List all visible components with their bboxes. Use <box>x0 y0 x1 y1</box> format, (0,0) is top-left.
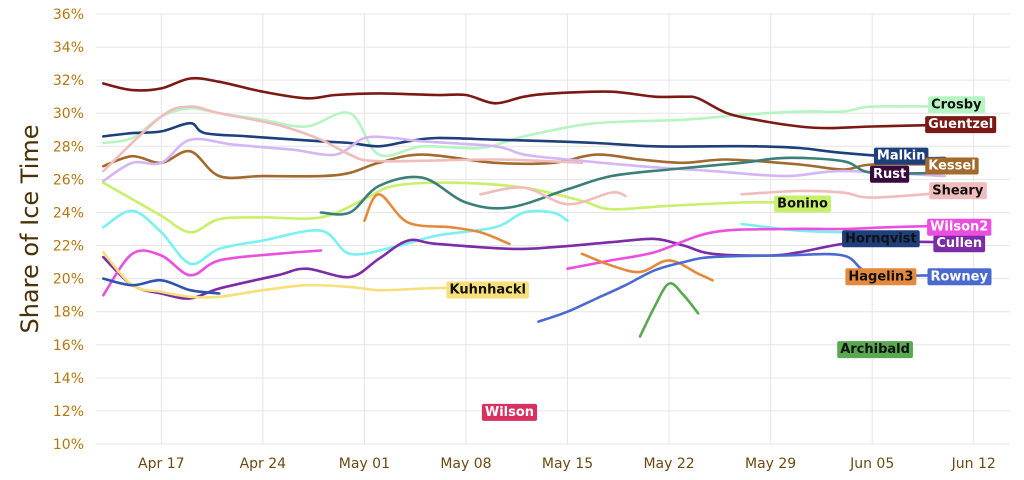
series-label-bg-bonino <box>774 195 831 213</box>
series-line-sheary <box>102 105 584 173</box>
series-label-bg-malkin <box>873 147 929 165</box>
y-tick-label: 22% <box>53 239 84 255</box>
series-label-kessel: Kessel <box>928 159 975 174</box>
x-tick-label: May 22 <box>643 456 694 472</box>
series-label-bg-guentzel <box>925 116 997 134</box>
series-label-hagelin3: Hagelin3 <box>848 269 913 284</box>
series-line-rust <box>102 135 946 183</box>
series-label-bg-sheary <box>929 182 987 200</box>
y-axis-label: Share of Ice Time <box>16 124 44 333</box>
series-label-bg-cullen <box>933 235 986 253</box>
series-label-bg-rust <box>869 165 910 183</box>
series-label-bg-hornqvist <box>842 230 920 248</box>
x-tick-label: Apr 24 <box>240 456 287 472</box>
x-tick-label: Jun 05 <box>849 456 894 472</box>
series-label-bg-kuhnhackl <box>446 281 529 299</box>
x-tick-label: May 01 <box>339 456 390 472</box>
x-tick-label: Apr 17 <box>138 456 184 472</box>
y-tick-label: 24% <box>53 205 84 221</box>
series-label-bonino: Bonino <box>777 197 828 212</box>
series-label-bg-wilson2 <box>927 218 992 236</box>
y-tick-label: 34% <box>53 40 84 56</box>
series-line-hagelin2 <box>580 252 714 282</box>
series-line-wilson <box>102 249 323 297</box>
series-label-malkin: Malkin <box>877 149 926 164</box>
x-tick-label: May 29 <box>745 456 796 472</box>
y-tick-label: 36% <box>53 7 84 23</box>
series-label-sheary: Sheary <box>932 183 984 198</box>
series-label-wilson: Wilson <box>485 405 534 420</box>
series-label-bg-crosby <box>928 96 986 114</box>
x-tick-label: May 15 <box>542 456 593 472</box>
series-label-rowney: Rowney <box>930 269 988 284</box>
series-line-crosby <box>102 104 946 158</box>
series-label-kuhnhackl: Kuhnhackl <box>449 283 525 298</box>
series-label-rust: Rust <box>873 167 906 182</box>
series-line-teal <box>319 156 946 216</box>
y-tick-label: 30% <box>53 106 84 122</box>
x-tick-label: May 08 <box>440 456 491 472</box>
series-label-bg-kessel <box>925 157 979 175</box>
series-line-kuhnhackl <box>102 250 482 299</box>
y-tick-label: 28% <box>53 139 84 155</box>
series-line-archibald <box>638 282 700 338</box>
y-tick-label: 12% <box>53 404 84 420</box>
y-tick-label: 18% <box>53 305 84 321</box>
series-label-cullen: Cullen <box>936 236 982 251</box>
series-line-sheary2 <box>740 189 946 199</box>
x-tick-label: Jun 12 <box>951 456 996 472</box>
series-line-bonino <box>102 181 787 234</box>
series-line-rowney <box>537 252 946 323</box>
series-label-archibald: Archibald <box>840 342 910 357</box>
y-tick-label: 16% <box>53 338 84 354</box>
y-tick-label: 20% <box>53 272 84 288</box>
series-label-bg-rowney <box>927 268 992 286</box>
series-label-guentzel: Guentzel <box>928 117 993 132</box>
series-line-blueshort <box>102 277 221 295</box>
y-tick-label: 32% <box>53 73 84 89</box>
series-line-hornqvist <box>102 209 569 266</box>
series-line-wilson2 <box>566 224 946 270</box>
series-label-bg-archibald <box>837 341 913 359</box>
y-tick-label: 26% <box>53 172 84 188</box>
series-label-hornqvist: Hornqvist <box>845 231 917 246</box>
series-line-peachshort <box>479 186 627 206</box>
series-line-hagelin <box>363 193 511 246</box>
series-label-crosby: Crosby <box>931 97 982 112</box>
y-tick-label: 10% <box>53 437 84 453</box>
series-line-guentzel <box>102 76 946 130</box>
series-label-wilson2: Wilson2 <box>930 220 988 235</box>
series-line-malkin <box>102 121 946 160</box>
y-tick-label: 14% <box>53 371 84 387</box>
series-label-bg-hagelin3 <box>845 268 917 286</box>
series-label-bg-wilson <box>481 403 538 421</box>
